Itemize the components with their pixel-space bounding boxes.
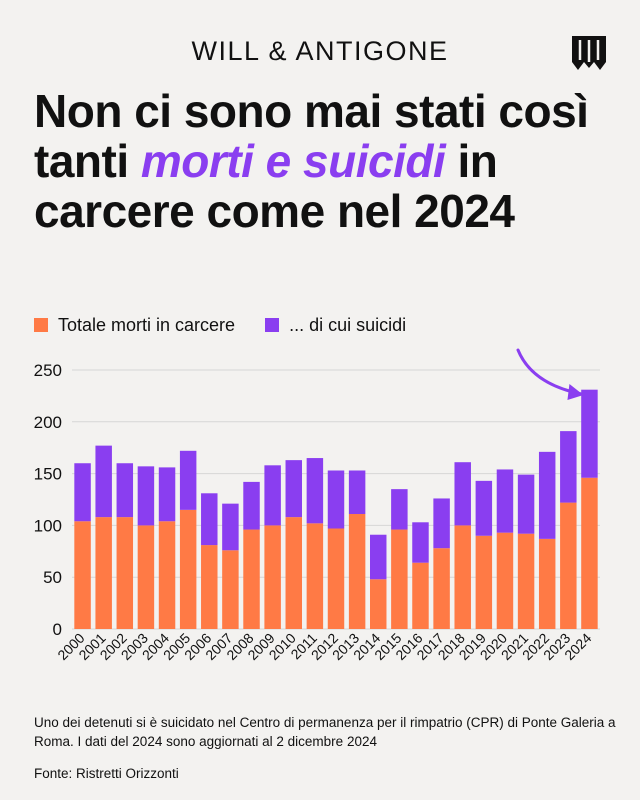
bar-totale bbox=[475, 535, 493, 629]
legend-label-suicidi: ... di cui suicidi bbox=[289, 314, 407, 335]
bar-suicidi bbox=[581, 389, 598, 478]
bar-totale bbox=[433, 548, 450, 629]
bar-totale bbox=[137, 525, 155, 629]
legend-item-suicidi: ... di cui suicidi bbox=[265, 315, 406, 336]
legend-item-totale: Totale morti in carcere bbox=[34, 315, 235, 336]
bar-suicidi bbox=[264, 465, 281, 526]
bar-suicidi bbox=[116, 463, 134, 518]
y-tick-label: 100 bbox=[34, 516, 62, 535]
legend-label-totale: Totale morti in carcere bbox=[58, 314, 236, 335]
bar-suicidi bbox=[306, 458, 324, 524]
y-tick-label: 0 bbox=[53, 620, 62, 639]
bar-suicidi bbox=[95, 445, 112, 518]
bar-totale bbox=[327, 528, 345, 629]
bar-suicidi bbox=[243, 481, 260, 530]
bar-suicidi bbox=[538, 451, 556, 539]
bar-suicidi bbox=[370, 534, 387, 580]
bar-totale bbox=[496, 532, 514, 629]
legend-swatch-totale bbox=[34, 318, 48, 332]
page-title: Non ci sono mai stati così tanti morti e… bbox=[34, 86, 614, 236]
bar-suicidi bbox=[201, 493, 218, 546]
bar-totale bbox=[222, 550, 239, 629]
bar-totale bbox=[454, 525, 471, 629]
bar-totale bbox=[179, 509, 197, 629]
bar-totale bbox=[581, 477, 598, 629]
bar-totale bbox=[74, 521, 91, 629]
bar-totale bbox=[391, 529, 408, 629]
y-tick-label: 200 bbox=[34, 413, 62, 432]
bar-suicidi bbox=[433, 498, 450, 549]
bar-totale bbox=[412, 562, 429, 629]
brand-logo-icon bbox=[572, 36, 606, 70]
bar-suicidi bbox=[496, 469, 514, 533]
bar-totale bbox=[201, 545, 218, 629]
y-tick-label: 150 bbox=[34, 465, 62, 484]
bar-totale bbox=[517, 533, 535, 629]
bar-suicidi bbox=[517, 474, 535, 534]
stacked-bar-chart: 0501001502002502000200120022003200420052… bbox=[34, 348, 600, 663]
title-part2: in carcere come nel 2024 bbox=[34, 135, 515, 237]
bar-totale bbox=[560, 502, 577, 629]
bar-totale bbox=[95, 517, 112, 629]
bar-suicidi bbox=[74, 463, 91, 522]
bar-totale bbox=[243, 529, 260, 629]
bar-suicidi bbox=[348, 470, 366, 515]
bar-suicidi bbox=[454, 462, 471, 526]
bar-suicidi bbox=[327, 470, 345, 529]
bar-totale bbox=[285, 517, 302, 629]
bar-totale bbox=[306, 523, 324, 629]
chart-legend: Totale morti in carcere ... di cui suici… bbox=[34, 314, 436, 336]
bar-suicidi bbox=[475, 480, 493, 536]
bar-suicidi bbox=[285, 460, 302, 518]
title-part1: Non ci sono mai stati così tanti bbox=[34, 85, 589, 187]
bar-totale bbox=[348, 514, 366, 629]
bar-totale bbox=[116, 517, 134, 629]
bar-suicidi bbox=[222, 503, 239, 551]
source-note: Fonte: Ristretti Orizzonti bbox=[34, 766, 179, 781]
bar-suicidi bbox=[560, 431, 577, 503]
bar-totale bbox=[158, 521, 176, 629]
legend-swatch-suicidi bbox=[265, 318, 280, 332]
arrow-head-icon bbox=[567, 384, 584, 400]
bar-suicidi bbox=[137, 466, 155, 526]
bar-totale bbox=[538, 538, 556, 629]
bar-suicidi bbox=[391, 489, 408, 530]
bar-totale bbox=[370, 579, 387, 629]
bar-totale bbox=[264, 525, 281, 629]
bar-suicidi bbox=[179, 450, 197, 510]
y-tick-label: 250 bbox=[34, 361, 62, 380]
footnote: Uno dei detenuti si è suicidato nel Cent… bbox=[34, 715, 616, 749]
bar-suicidi bbox=[158, 467, 176, 522]
brand-wordmark: WILL & ANTIGONE bbox=[191, 36, 449, 66]
title-highlight: morti e suicidi bbox=[140, 135, 446, 187]
y-tick-label: 50 bbox=[43, 568, 62, 587]
bar-suicidi bbox=[412, 522, 429, 563]
